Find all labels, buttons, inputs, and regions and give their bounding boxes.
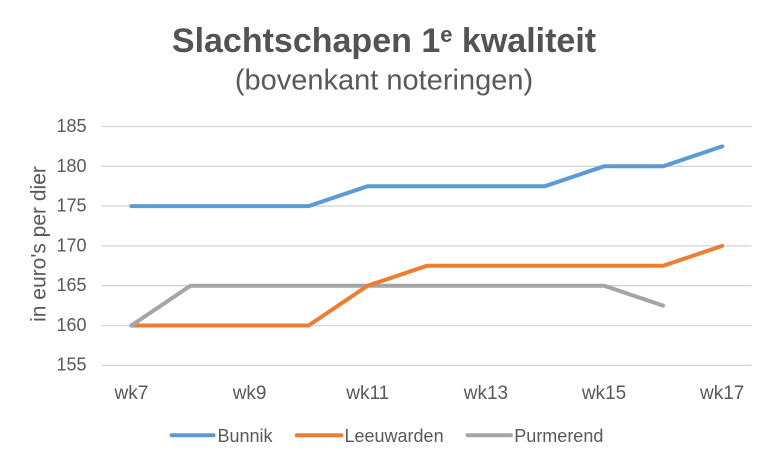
svg-text:180: 180 xyxy=(56,156,86,176)
svg-text:Purmerend: Purmerend xyxy=(514,426,603,446)
svg-text:wk17: wk17 xyxy=(699,383,744,404)
svg-text:160: 160 xyxy=(56,315,86,335)
svg-text:170: 170 xyxy=(56,235,86,255)
svg-text:185: 185 xyxy=(56,116,86,136)
svg-text:Slachtschapen 1e kwaliteit: Slachtschapen 1e kwaliteit xyxy=(172,22,596,60)
svg-text:155: 155 xyxy=(56,355,86,375)
svg-text:wk11: wk11 xyxy=(345,383,389,404)
svg-text:wk15: wk15 xyxy=(581,383,626,404)
svg-text:165: 165 xyxy=(56,275,86,295)
svg-text:(bovenkant noteringen): (bovenkant noteringen) xyxy=(235,65,533,97)
svg-text:wk7: wk7 xyxy=(114,383,149,404)
svg-text:wk13: wk13 xyxy=(463,383,508,404)
svg-text:wk9: wk9 xyxy=(232,383,267,404)
svg-text:in euro's per dier: in euro's per dier xyxy=(28,166,51,322)
svg-text:Leeuwarden: Leeuwarden xyxy=(345,426,444,446)
svg-text:175: 175 xyxy=(56,196,86,216)
svg-text:Bunnik: Bunnik xyxy=(218,426,274,446)
